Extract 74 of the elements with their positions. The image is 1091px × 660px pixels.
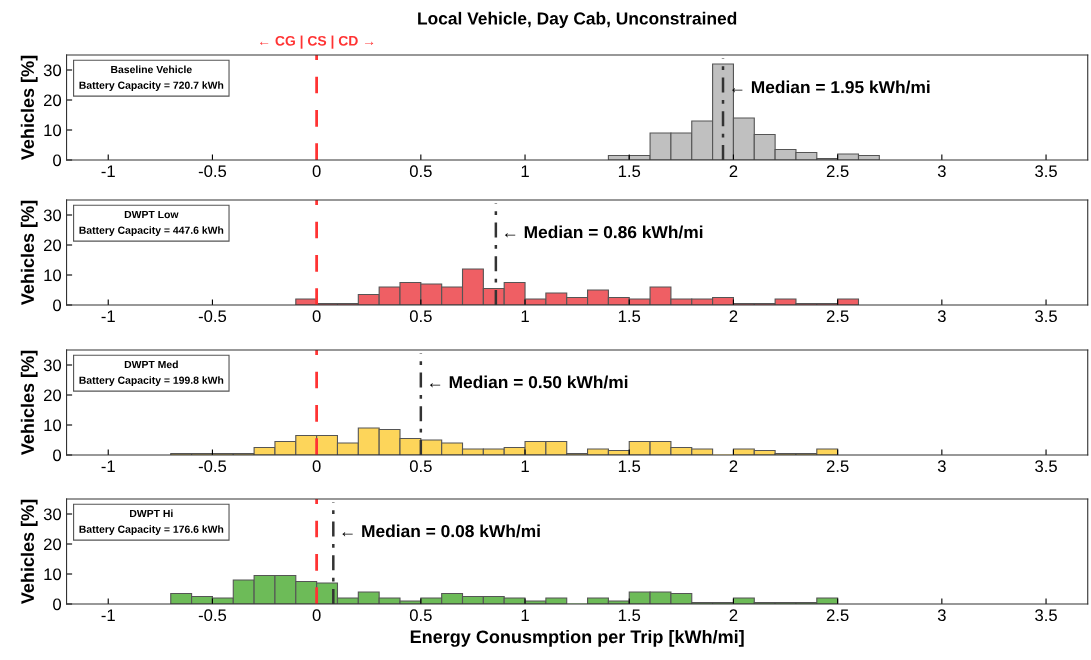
x-tick-label: -1 (101, 310, 115, 322)
x-tick-label: -0.5 (198, 460, 227, 473)
x-tick-label: 0 (312, 310, 321, 323)
annotation: DWPT Med (124, 360, 178, 369)
y-tick-label: 30 (43, 64, 62, 77)
annotation: Battery Capacity = 720.7 kWh (79, 81, 224, 91)
x-tick-label: 2.5 (826, 609, 849, 622)
x-tick-label: 3 (937, 310, 946, 323)
y-axis-title: Vehicles [%] (20, 200, 38, 306)
x-tick-label: 2 (729, 165, 738, 177)
x-tick-label: 2 (729, 460, 738, 472)
x-tick-label: 0 (312, 609, 321, 622)
y-tick-label: 30 (43, 508, 62, 521)
y-tick-label: 20 (43, 538, 62, 551)
x-tick-label: 0.5 (409, 460, 432, 473)
x-tick-label: 2.5 (826, 460, 849, 473)
annotation: Baseline Vehicle (111, 65, 192, 74)
ref-line-label: ← Median = 0.86 kWh/mi (504, 225, 703, 239)
x-tick-label: -0.5 (198, 310, 227, 323)
y-tick-label: 10 (44, 568, 62, 581)
y-tick-label: 30 (43, 209, 62, 222)
y-tick-label: 0 (53, 299, 62, 312)
x-tick-label: 1 (521, 165, 529, 177)
annotation: Battery Capacity = 447.6 kWh (79, 226, 224, 236)
x-axis-title: Energy Conusmption per Trip [kWh/mi] (410, 629, 744, 647)
x-tick-label: 1 (521, 310, 529, 322)
y-tick-label: 0 (53, 598, 62, 611)
x-tick-label: 0 (312, 165, 321, 178)
annotation: DWPT Hi (130, 509, 173, 518)
y-axis-title: Vehicles [%] (20, 499, 38, 605)
x-tick-label: 0.5 (409, 165, 432, 178)
ref-line-label: ← CG | CS | CD → (260, 35, 374, 49)
x-tick-label: 2 (729, 310, 738, 322)
x-tick-label: 3.5 (1035, 609, 1057, 622)
y-tick-label: 20 (43, 94, 62, 107)
x-tick-label: 3.5 (1035, 310, 1057, 323)
x-tick-label: -1 (101, 460, 115, 472)
ref-line-label: ← Median = 0.50 kWh/mi (429, 375, 628, 389)
x-tick-label: 3 (937, 460, 946, 473)
annotation: Battery Capacity = 176.6 kWh (79, 525, 224, 535)
x-tick-label: 3 (937, 609, 946, 622)
x-tick-label: 2.5 (826, 165, 849, 178)
y-tick-label: 10 (44, 419, 62, 432)
x-tick-label: 0.5 (409, 310, 432, 323)
y-axis-title: Vehicles [%] (20, 350, 38, 456)
x-tick-label: -0.5 (198, 609, 227, 622)
y-axis-title: Vehicles [%] (20, 55, 38, 161)
chart-title: Local Vehicle, Day Cab, Unconstrained (418, 11, 737, 29)
x-tick-label: 1.5 (618, 165, 641, 178)
x-tick-label: 1.5 (618, 609, 641, 622)
x-tick-label: -1 (101, 609, 115, 621)
ref-line-label: ← Median = 0.08 kWh/mi (342, 524, 540, 538)
x-tick-label: -0.5 (198, 165, 227, 178)
x-tick-label: 1 (521, 460, 529, 472)
y-tick-label: 0 (53, 154, 62, 167)
x-tick-label: 2.5 (826, 310, 849, 323)
x-tick-label: 1.5 (618, 460, 641, 473)
y-tick-label: 10 (44, 269, 62, 282)
y-tick-label: 10 (44, 124, 62, 137)
x-tick-label: 1 (521, 609, 529, 621)
x-tick-label: 1.5 (618, 310, 641, 323)
y-tick-label: 30 (43, 359, 62, 372)
y-tick-label: 0 (53, 449, 62, 462)
x-tick-label: 0 (312, 460, 321, 473)
x-tick-label: 2 (729, 609, 738, 621)
y-tick-label: 20 (43, 239, 62, 252)
x-tick-label: -1 (101, 165, 115, 177)
annotation: DWPT Low (124, 210, 179, 219)
x-tick-label: 3.5 (1035, 460, 1057, 473)
x-tick-label: 3.5 (1035, 165, 1057, 178)
x-tick-label: 0.5 (409, 609, 432, 622)
x-tick-label: 3 (937, 165, 946, 178)
annotation: Battery Capacity = 199.8 kWh (79, 376, 224, 386)
y-tick-label: 20 (43, 389, 62, 402)
